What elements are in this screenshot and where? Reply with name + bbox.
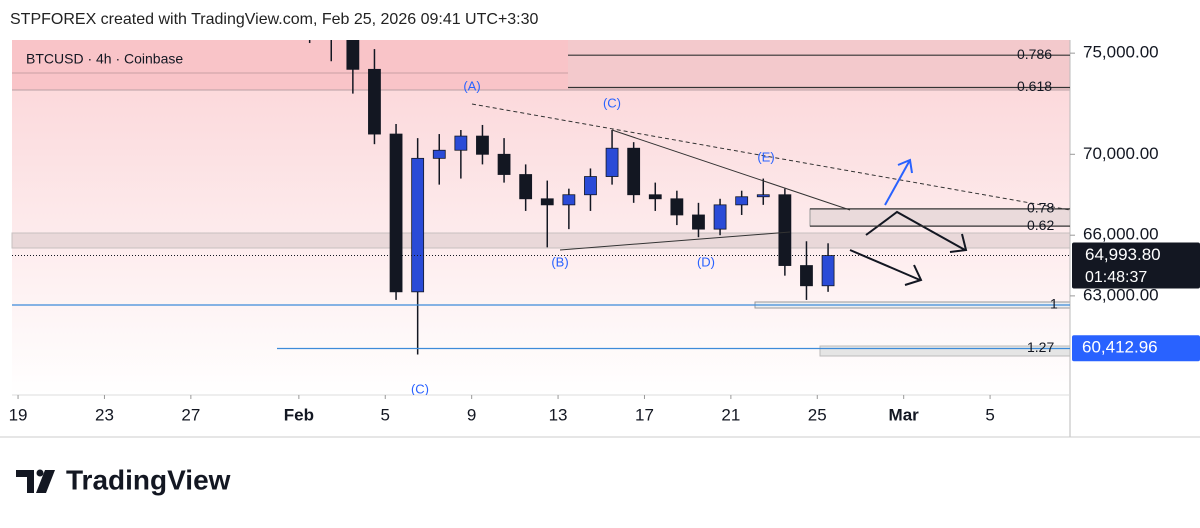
candle-body [497, 153, 511, 175]
price-label: 60,412.96 [1082, 338, 1158, 357]
arrow [849, 249, 921, 281]
candle-body [692, 214, 705, 230]
arrow-head [904, 264, 923, 286]
price-label-box [1072, 335, 1200, 362]
last-price-label: 64,993.80 [1085, 245, 1161, 264]
x-tick-label: 9 [467, 405, 476, 424]
trend-line [611, 129, 851, 211]
x-tick-label: Mar [889, 405, 920, 424]
logo [16, 469, 55, 493]
candle-body [627, 147, 641, 196]
candle-body [584, 176, 597, 196]
trend-line [559, 231, 791, 251]
y-tick-label: 63,000.00 [1083, 285, 1159, 304]
fib-label: 0.62 [1027, 217, 1054, 233]
arrow [884, 159, 911, 206]
wave-label: (C) [411, 381, 429, 396]
candle-body [454, 135, 468, 151]
candle-body [346, 40, 360, 70]
brand: TradingView [66, 464, 231, 495]
candle-body [476, 135, 489, 155]
x-tick-label: 27 [181, 405, 200, 424]
wave-label: (E) [757, 149, 774, 164]
fib-label: 1.27 [1027, 339, 1054, 355]
logo-shape [36, 469, 44, 477]
y-tick-label: 66,000.00 [1083, 225, 1159, 244]
candle-body [670, 198, 684, 216]
candle-body [389, 133, 403, 293]
drawings [471, 103, 1071, 286]
logo-shape [16, 470, 34, 493]
candle-body [735, 196, 749, 206]
x-tick-label: 5 [985, 405, 994, 424]
candle-body [540, 198, 554, 206]
wave-label: (A) [463, 78, 480, 93]
candle-body [519, 174, 533, 200]
logo-shape [36, 470, 55, 493]
candle-body [562, 194, 576, 206]
arrow-head [949, 233, 968, 253]
fib-label: 0.618 [1017, 78, 1052, 94]
x-tick-label: 23 [95, 405, 114, 424]
candle-body [432, 149, 446, 159]
symbol-title: BTCUSD · 4h · Coinbase [26, 51, 183, 67]
x-tick-label: 5 [381, 405, 390, 424]
countdown: 01:48:37 [1085, 269, 1147, 286]
zone [11, 232, 1071, 249]
fib-label: 1 [1050, 296, 1058, 312]
candle-body [821, 255, 835, 287]
x-tick-label: 25 [808, 405, 827, 424]
x-tick-label: 21 [721, 405, 740, 424]
arrow-head [897, 158, 913, 174]
zone [12, 40, 568, 90]
candle-body [368, 68, 381, 135]
last-price-box [1072, 242, 1200, 289]
plot [308, 40, 835, 355]
candle-body [756, 194, 770, 198]
x-tick-label: 17 [635, 405, 654, 424]
header-title: STPFOREX created with TradingView.com, F… [10, 11, 539, 28]
candle-body [713, 204, 727, 230]
wave-label: (D) [697, 254, 715, 269]
x-tick-label: 13 [549, 405, 568, 424]
trend-line [471, 103, 1071, 211]
x-tick-label: Feb [284, 405, 314, 424]
fib-label: 0.78 [1027, 200, 1054, 216]
y-tick-label: 70,000.00 [1083, 144, 1159, 163]
candle-body [605, 147, 619, 177]
zone [568, 40, 1070, 90]
candle-body [648, 194, 662, 200]
x-tick-label: 19 [9, 405, 28, 424]
candle-body [778, 194, 792, 266]
candle-body [411, 157, 425, 293]
y-tick-label: 75,000.00 [1083, 43, 1159, 62]
wave-label: (B) [551, 254, 568, 269]
wave-label: (C) [603, 95, 621, 110]
fib-label: 0.786 [1017, 46, 1052, 62]
arrow [865, 210, 966, 251]
candle-body [800, 265, 813, 287]
